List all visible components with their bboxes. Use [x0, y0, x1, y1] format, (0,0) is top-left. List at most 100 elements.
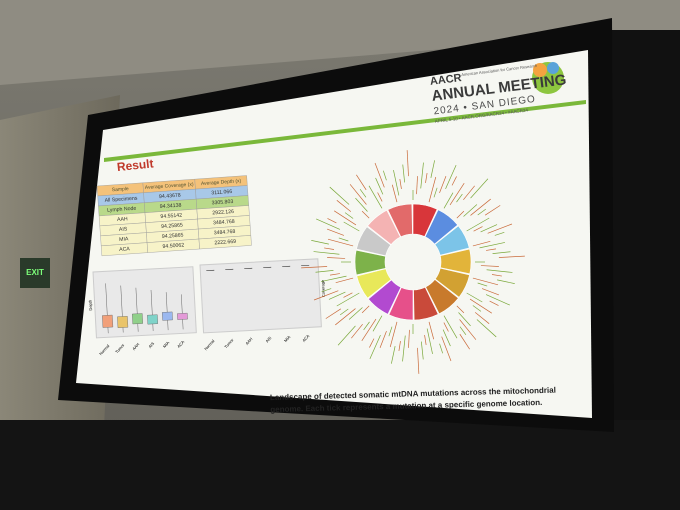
tick [377, 192, 383, 202]
tick [428, 176, 437, 203]
tick [369, 338, 375, 348]
cell-text: All Specimens [104, 196, 138, 204]
tick [487, 223, 513, 234]
tick [406, 150, 409, 177]
tick [430, 160, 435, 178]
segment [434, 225, 470, 256]
tick [481, 288, 500, 296]
tick [313, 290, 339, 301]
tick [339, 308, 349, 316]
stage-curtain [0, 420, 680, 510]
cell-text: 2222.669 [214, 239, 236, 247]
segment [367, 279, 402, 315]
column-header: Average Coverage (x) [145, 182, 194, 191]
tick [313, 251, 340, 255]
tick [343, 292, 353, 298]
tick [456, 305, 465, 314]
x-tick-label: ACA [176, 339, 185, 349]
tick [337, 325, 356, 346]
cell-text: 94.25865 [162, 232, 184, 240]
tick [458, 312, 471, 327]
slide-heading: Result [116, 156, 154, 174]
tick [355, 197, 368, 212]
tick [441, 336, 452, 362]
tick [426, 328, 433, 355]
x-tick-label: MIA [162, 340, 171, 349]
tick [328, 291, 346, 300]
tick [348, 307, 363, 320]
tick [398, 340, 401, 351]
cell-text: ACA [119, 246, 131, 253]
tick [336, 292, 360, 307]
tick [393, 169, 400, 196]
header-line [104, 100, 586, 162]
tick [421, 341, 424, 360]
tick [477, 208, 487, 216]
box [162, 311, 173, 321]
tick [484, 205, 501, 216]
tick [361, 305, 370, 314]
tick [417, 347, 420, 374]
tick [321, 288, 332, 292]
segment [412, 203, 438, 237]
ceiling-panel [0, 0, 680, 85]
segment [356, 226, 392, 257]
cell-text: AAH [117, 216, 128, 223]
tick [425, 173, 428, 184]
x-tick-label: AIS [264, 335, 272, 343]
tick [343, 221, 360, 232]
tick [424, 335, 427, 346]
tick [491, 274, 502, 277]
segment [388, 287, 414, 321]
cell-text: 3484.768 [213, 219, 235, 227]
column-header: Average Depth (x) [201, 178, 242, 187]
tick [399, 178, 402, 189]
tick [356, 174, 367, 191]
tick [494, 232, 505, 236]
tick [466, 217, 490, 232]
x-tick-label: Tumor [114, 342, 126, 354]
tick [449, 182, 465, 206]
whisker [181, 294, 184, 330]
tick [459, 326, 467, 336]
tick [333, 210, 357, 226]
tick [368, 185, 383, 209]
tick [443, 192, 454, 209]
tick [329, 186, 350, 205]
tick [456, 210, 465, 219]
tick [470, 198, 491, 216]
tick [439, 343, 443, 354]
cell-text: 3111.066 [211, 189, 232, 196]
tick [391, 346, 396, 364]
tick [301, 266, 328, 269]
cell-text: 94.25865 [161, 222, 183, 230]
tick [428, 321, 435, 340]
x-tick-label: AAH [244, 336, 253, 346]
tick [472, 305, 482, 312]
tick [498, 255, 525, 258]
x-tick-label: ACA [301, 333, 310, 343]
exit-box [20, 258, 50, 288]
cell-text: 2922.126 [212, 209, 234, 217]
coverage-panel: Coverage Normal Tumor AAH AIS MIA ACA [199, 258, 326, 351]
tick [472, 277, 499, 286]
tick [445, 165, 457, 190]
tick [369, 334, 381, 359]
y-axis-label: Depth [88, 300, 94, 311]
tick [439, 175, 447, 194]
tick [335, 277, 354, 284]
tick [470, 178, 489, 199]
tick [374, 162, 385, 188]
table: Sample Average Coverage (x) Average Depth … [96, 175, 252, 257]
tick [443, 315, 458, 339]
tick [477, 282, 488, 287]
tick [361, 210, 370, 219]
box [177, 312, 188, 320]
tick [402, 164, 405, 183]
tick [391, 184, 398, 203]
cell-text: 94.55142 [160, 213, 182, 221]
logo-mark [533, 63, 547, 77]
tick [492, 251, 511, 254]
box [102, 314, 114, 328]
